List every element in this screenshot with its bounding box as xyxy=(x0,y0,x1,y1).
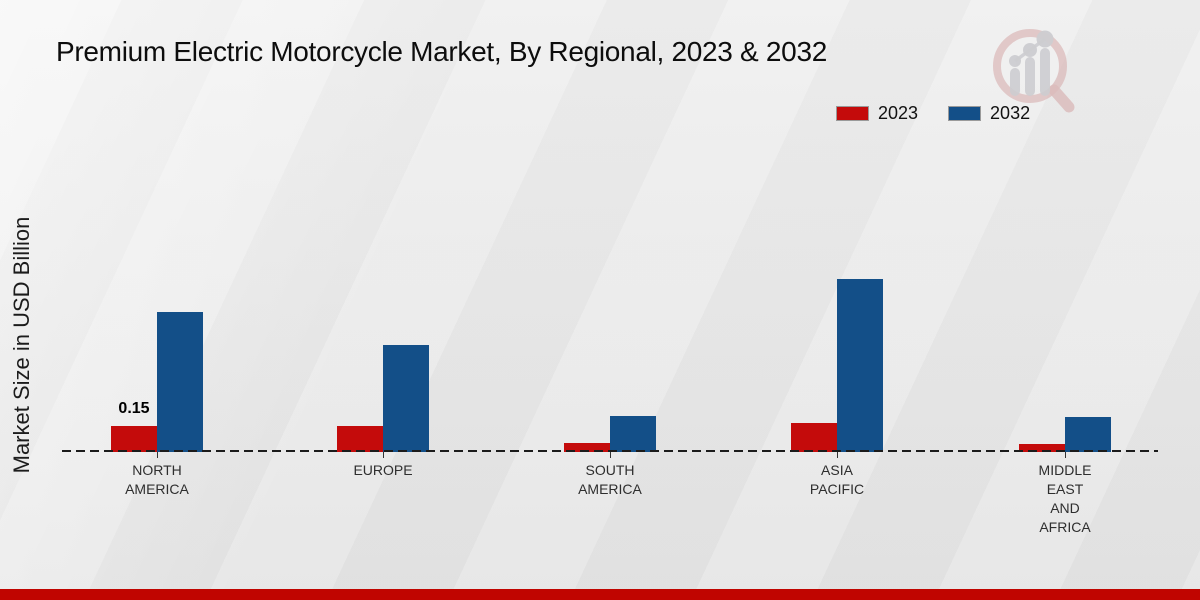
legend-swatch-2032 xyxy=(948,106,982,121)
bar-value-label: 0.15 xyxy=(118,400,150,417)
x-axis-tick xyxy=(610,452,611,458)
legend-swatch-2023 xyxy=(836,106,869,121)
bar-2023-middle-east-and-africa xyxy=(1019,444,1065,452)
x-axis-label: NORTH AMERICA xyxy=(125,462,189,497)
x-axis-label: ASIA PACIFIC xyxy=(809,462,865,497)
x-axis-label: EUROPE xyxy=(353,462,413,478)
bar-2023-south-america xyxy=(564,443,610,452)
footer-band xyxy=(0,589,1200,600)
bar-2032-middle-east-and-africa xyxy=(1065,417,1111,452)
chart-title: Premium Electric Motorcycle Market, By R… xyxy=(56,36,827,67)
legend-item-2023: 2023 xyxy=(836,103,918,124)
x-axis-label: SOUTH AMERICA xyxy=(578,462,642,497)
legend-label-2023: 2023 xyxy=(878,103,919,123)
legend-label-2032: 2032 xyxy=(990,103,1031,123)
x-axis-label: MIDDLE EAST AND AFRICA xyxy=(1038,462,1092,535)
bar-2032-asia-pacific xyxy=(837,279,883,452)
x-axis-tick xyxy=(383,452,384,458)
bar-2023-europe xyxy=(337,426,383,452)
x-axis-tick xyxy=(837,452,838,458)
x-axis-tick xyxy=(157,452,158,458)
bar-2023-asia-pacific xyxy=(791,423,837,452)
brand-logo-watermark xyxy=(988,24,1084,120)
magnifier-bar-chart-icon xyxy=(993,29,1075,113)
bar-2032-europe xyxy=(383,345,429,452)
legend-item-2032: 2032 xyxy=(948,103,1030,124)
legend: 2023 2032 xyxy=(836,103,1030,124)
bar-2032-north-america xyxy=(157,312,203,452)
x-axis-tick xyxy=(1065,452,1066,458)
x-axis-baseline xyxy=(62,450,1158,452)
bar-2032-south-america xyxy=(610,416,656,452)
y-axis-label: Market Size in USD Billion xyxy=(9,216,34,474)
bar-2023-north-america xyxy=(111,426,157,452)
